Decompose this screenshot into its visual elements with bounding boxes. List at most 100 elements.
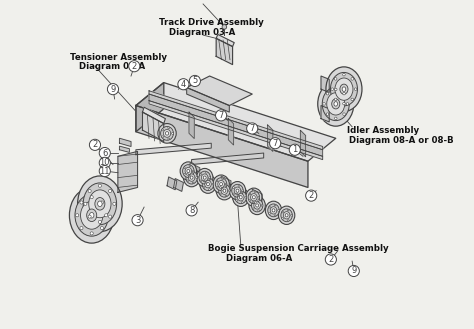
Polygon shape <box>216 35 234 47</box>
Circle shape <box>90 139 100 150</box>
Circle shape <box>255 191 256 193</box>
Circle shape <box>178 79 189 90</box>
Ellipse shape <box>318 82 354 126</box>
Circle shape <box>105 214 108 217</box>
Circle shape <box>209 177 210 178</box>
Circle shape <box>209 178 210 180</box>
Ellipse shape <box>188 174 195 181</box>
Ellipse shape <box>268 204 279 217</box>
Circle shape <box>183 173 185 175</box>
Ellipse shape <box>232 184 243 197</box>
Circle shape <box>326 92 329 95</box>
Circle shape <box>205 171 207 173</box>
Text: 1: 1 <box>292 145 297 154</box>
Circle shape <box>90 196 93 199</box>
Ellipse shape <box>254 202 260 209</box>
Polygon shape <box>189 112 194 139</box>
Circle shape <box>282 211 283 213</box>
Circle shape <box>270 138 281 149</box>
Circle shape <box>99 165 110 177</box>
Circle shape <box>88 190 91 192</box>
Circle shape <box>162 136 164 138</box>
Circle shape <box>192 171 194 173</box>
Circle shape <box>258 199 259 201</box>
Ellipse shape <box>332 99 340 109</box>
Text: 2: 2 <box>132 62 137 71</box>
Ellipse shape <box>237 193 244 201</box>
Ellipse shape <box>215 178 227 190</box>
Circle shape <box>203 180 205 182</box>
Circle shape <box>225 195 227 197</box>
Circle shape <box>222 178 223 180</box>
Circle shape <box>216 187 218 188</box>
Circle shape <box>249 200 251 201</box>
Ellipse shape <box>221 187 228 194</box>
Ellipse shape <box>251 199 263 212</box>
Circle shape <box>326 113 329 115</box>
Circle shape <box>98 184 101 187</box>
Polygon shape <box>149 91 323 150</box>
Ellipse shape <box>185 167 191 175</box>
Text: Diagram 05-A: Diagram 05-A <box>79 63 145 71</box>
Circle shape <box>222 25 227 29</box>
Circle shape <box>269 206 270 208</box>
Circle shape <box>209 189 210 190</box>
Polygon shape <box>268 125 273 151</box>
Ellipse shape <box>327 93 345 115</box>
Circle shape <box>216 180 218 182</box>
Polygon shape <box>301 130 306 157</box>
Circle shape <box>189 165 191 166</box>
Text: 8: 8 <box>189 206 194 215</box>
Text: 6: 6 <box>102 148 108 158</box>
Circle shape <box>84 202 87 205</box>
Circle shape <box>351 78 354 80</box>
Circle shape <box>245 196 246 198</box>
Ellipse shape <box>342 87 346 91</box>
Ellipse shape <box>326 67 362 112</box>
Circle shape <box>331 88 334 90</box>
Circle shape <box>187 180 189 182</box>
Circle shape <box>129 61 140 72</box>
Circle shape <box>278 210 279 211</box>
Circle shape <box>343 73 345 76</box>
Circle shape <box>100 227 103 230</box>
Circle shape <box>335 98 337 101</box>
Circle shape <box>162 129 164 131</box>
Polygon shape <box>216 38 233 64</box>
Text: Diagram 06-A: Diagram 06-A <box>226 254 292 263</box>
Ellipse shape <box>205 181 211 188</box>
Polygon shape <box>167 177 177 190</box>
Circle shape <box>196 177 197 178</box>
Ellipse shape <box>95 197 105 210</box>
Polygon shape <box>190 163 200 178</box>
Ellipse shape <box>229 182 246 200</box>
Circle shape <box>216 110 227 121</box>
Text: 7: 7 <box>273 139 278 148</box>
Ellipse shape <box>219 183 222 186</box>
Circle shape <box>212 183 214 185</box>
Polygon shape <box>143 107 165 124</box>
Polygon shape <box>149 94 323 156</box>
Circle shape <box>241 202 243 203</box>
Circle shape <box>88 215 91 218</box>
Circle shape <box>80 201 83 204</box>
Text: 10: 10 <box>100 158 110 167</box>
Text: Idler Assembly: Idler Assembly <box>347 126 419 135</box>
Circle shape <box>219 193 221 195</box>
Polygon shape <box>228 118 234 145</box>
Circle shape <box>335 78 337 80</box>
Circle shape <box>242 190 243 191</box>
Circle shape <box>343 102 345 105</box>
Ellipse shape <box>83 183 117 225</box>
Circle shape <box>113 202 116 205</box>
Circle shape <box>282 218 283 219</box>
Text: 7: 7 <box>249 124 255 133</box>
Circle shape <box>287 220 289 221</box>
Circle shape <box>222 189 223 190</box>
Circle shape <box>343 113 345 115</box>
Ellipse shape <box>249 196 265 215</box>
Circle shape <box>168 127 170 129</box>
Ellipse shape <box>202 178 214 190</box>
Circle shape <box>80 227 83 230</box>
Circle shape <box>351 98 354 101</box>
